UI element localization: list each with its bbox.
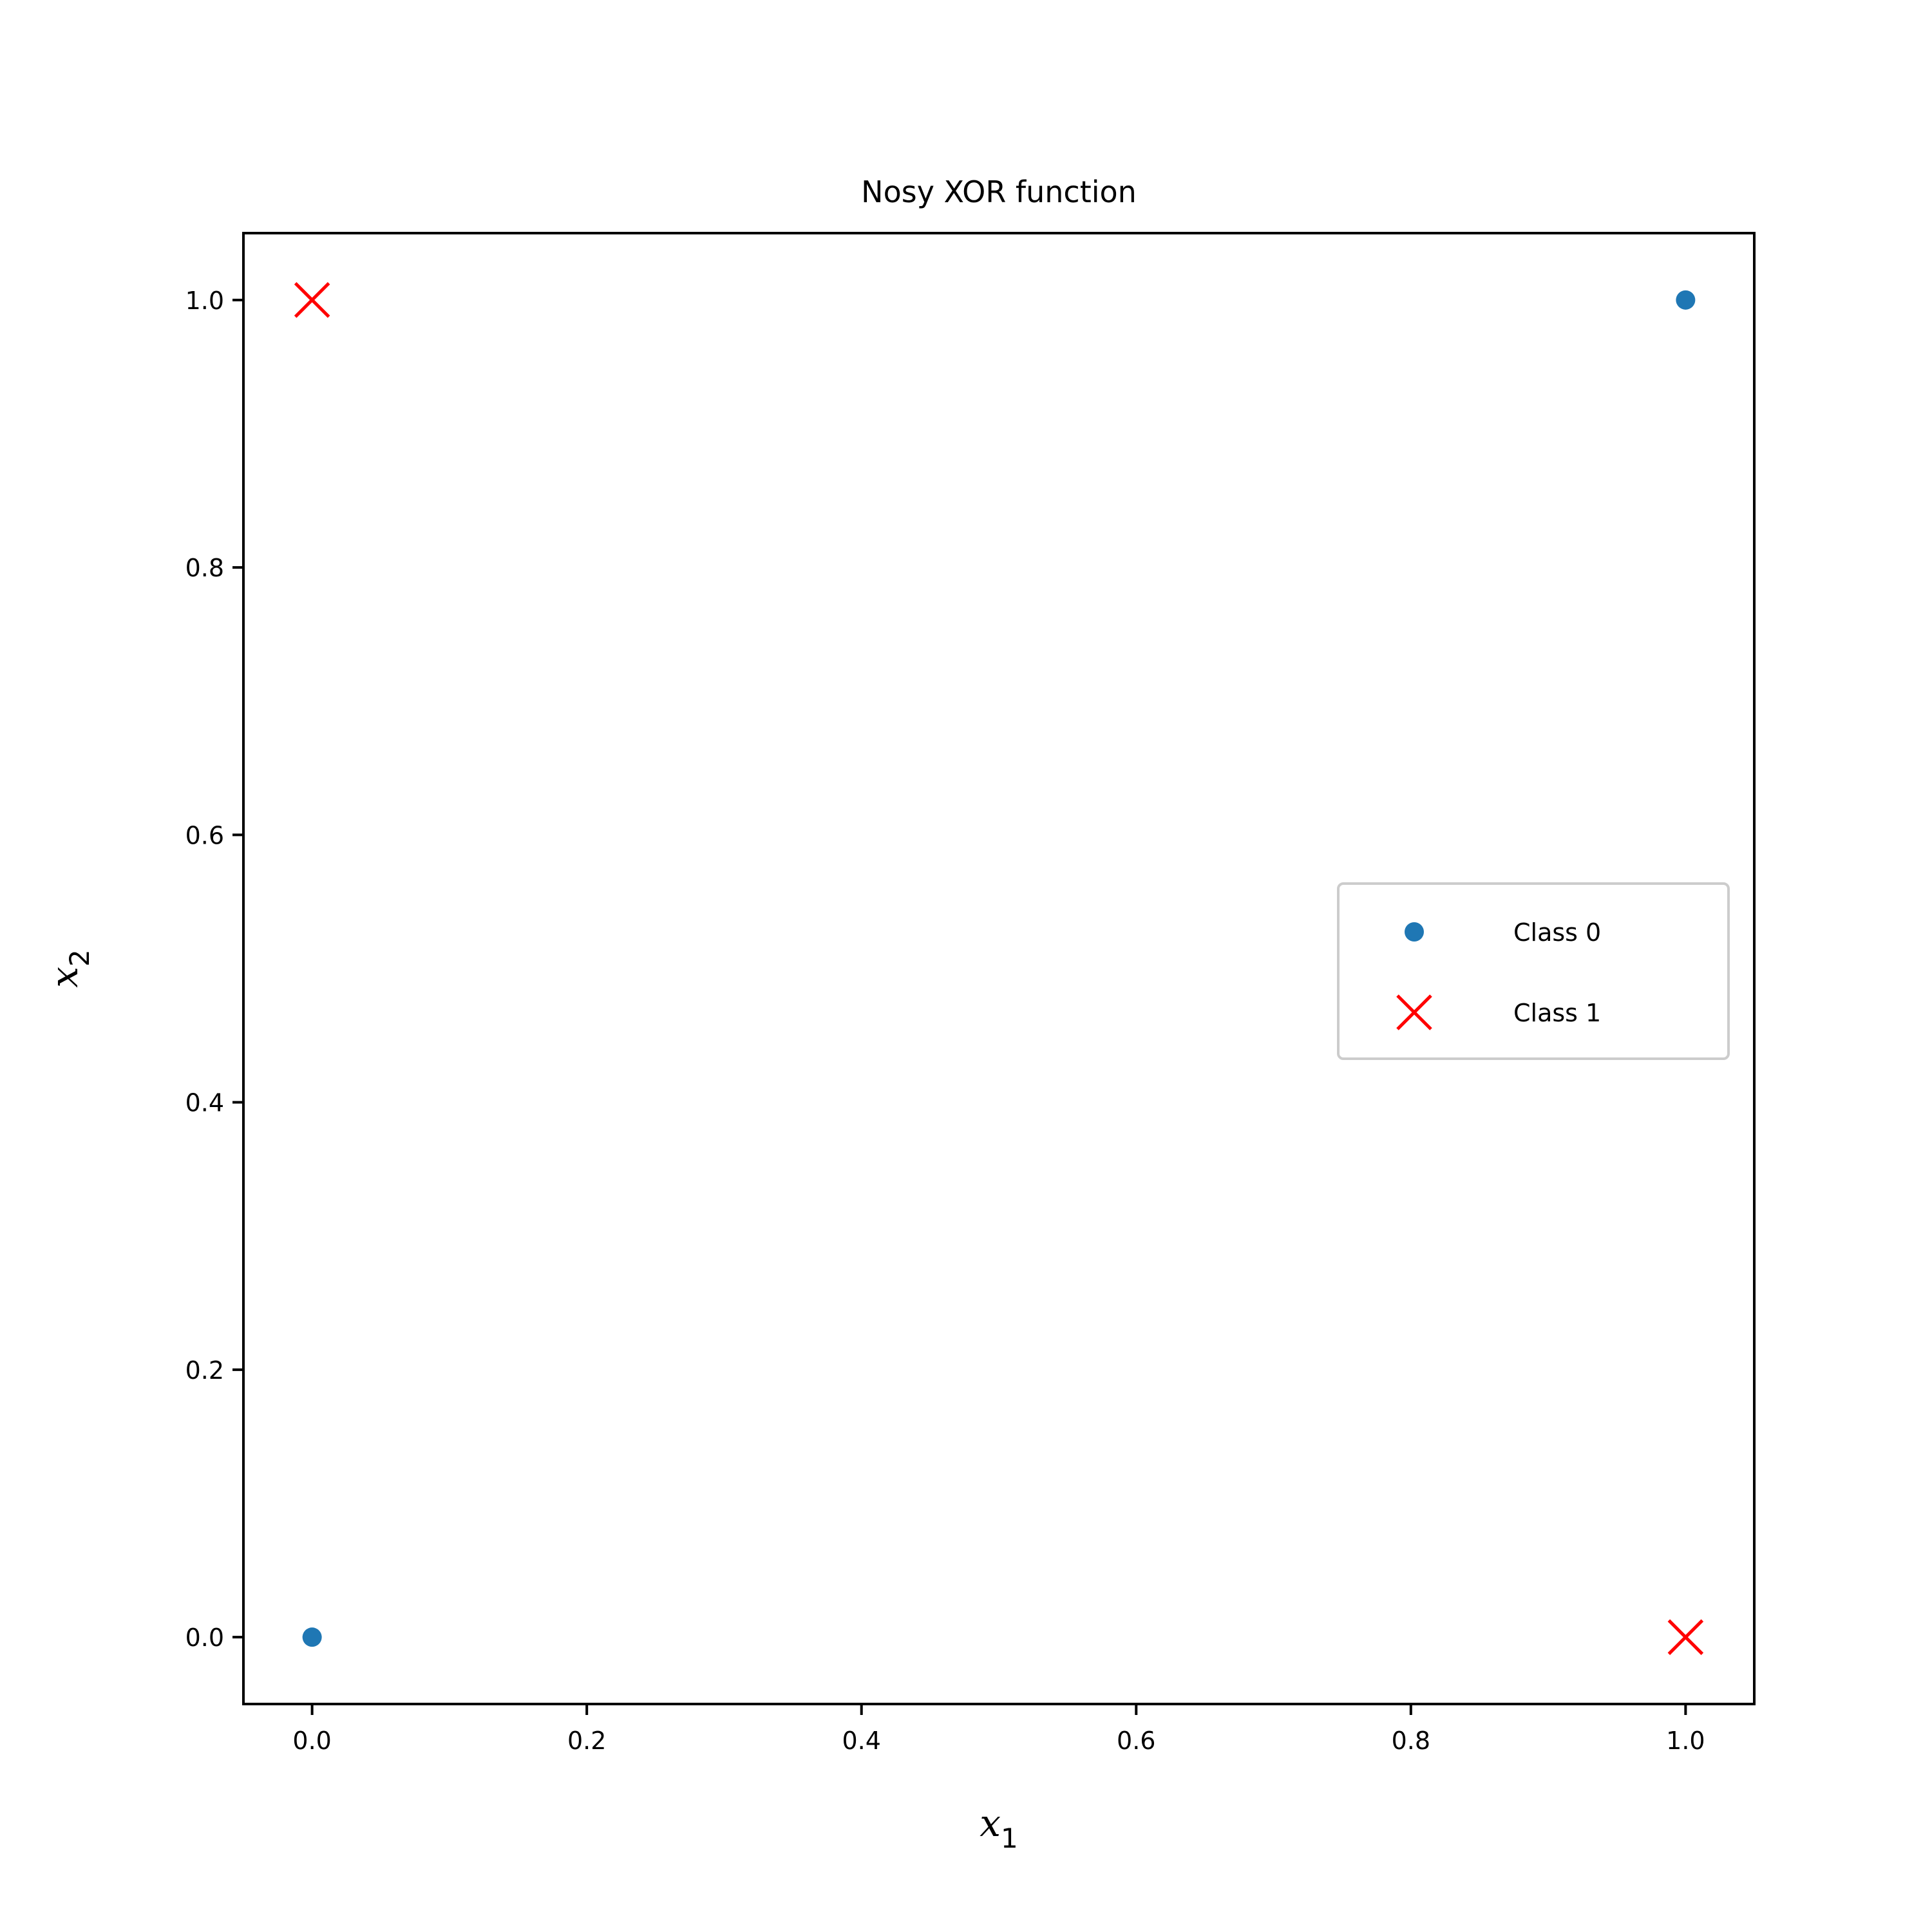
plot-area-border: [242, 232, 1756, 1705]
legend-label: Class 1: [1513, 999, 1601, 1027]
class-1-point: [294, 282, 330, 318]
x-tick-label: 0.6: [1117, 1727, 1155, 1755]
x-axis-ticks: 0.0 0.2 0.4 0.6 0.8 1.0: [292, 1704, 1705, 1755]
legend-x-marker-icon: [1396, 994, 1432, 1030]
x-tick-label: 0.8: [1392, 1727, 1430, 1755]
legend-label: Class 0: [1513, 918, 1601, 947]
y-tick-label: 0.8: [185, 554, 224, 582]
y-axis-label: x2: [43, 949, 95, 987]
y-tick-label: 1.0: [185, 287, 224, 315]
legend-box: [1337, 882, 1730, 1060]
class-0-point: [1676, 290, 1696, 310]
y-tick-label: 0.2: [185, 1356, 224, 1385]
y-axis-ticks: 0.0 0.2 0.4 0.6 0.8 1.0: [185, 287, 243, 1652]
x-tick-label: 0.2: [567, 1727, 606, 1755]
class-1-point: [1667, 1619, 1704, 1655]
data-points: [294, 282, 1704, 1655]
x-tick-label: 0.4: [842, 1727, 881, 1755]
x-axis-label: x1: [980, 1801, 1018, 1854]
y-tick-label: 0.4: [185, 1089, 224, 1117]
class-0-point: [302, 1627, 322, 1647]
axes-frame: [242, 232, 1756, 1705]
y-tick-label: 0.6: [185, 821, 224, 849]
chart-title: Nosy XOR function: [861, 175, 1137, 209]
legend: Class 0 Class 1: [1337, 882, 1730, 1060]
x-tick-label: 0.0: [292, 1727, 331, 1755]
x-tick-label: 1.0: [1666, 1727, 1705, 1755]
legend-dot-marker-icon: [1405, 922, 1424, 942]
y-tick-label: 0.0: [185, 1624, 224, 1652]
